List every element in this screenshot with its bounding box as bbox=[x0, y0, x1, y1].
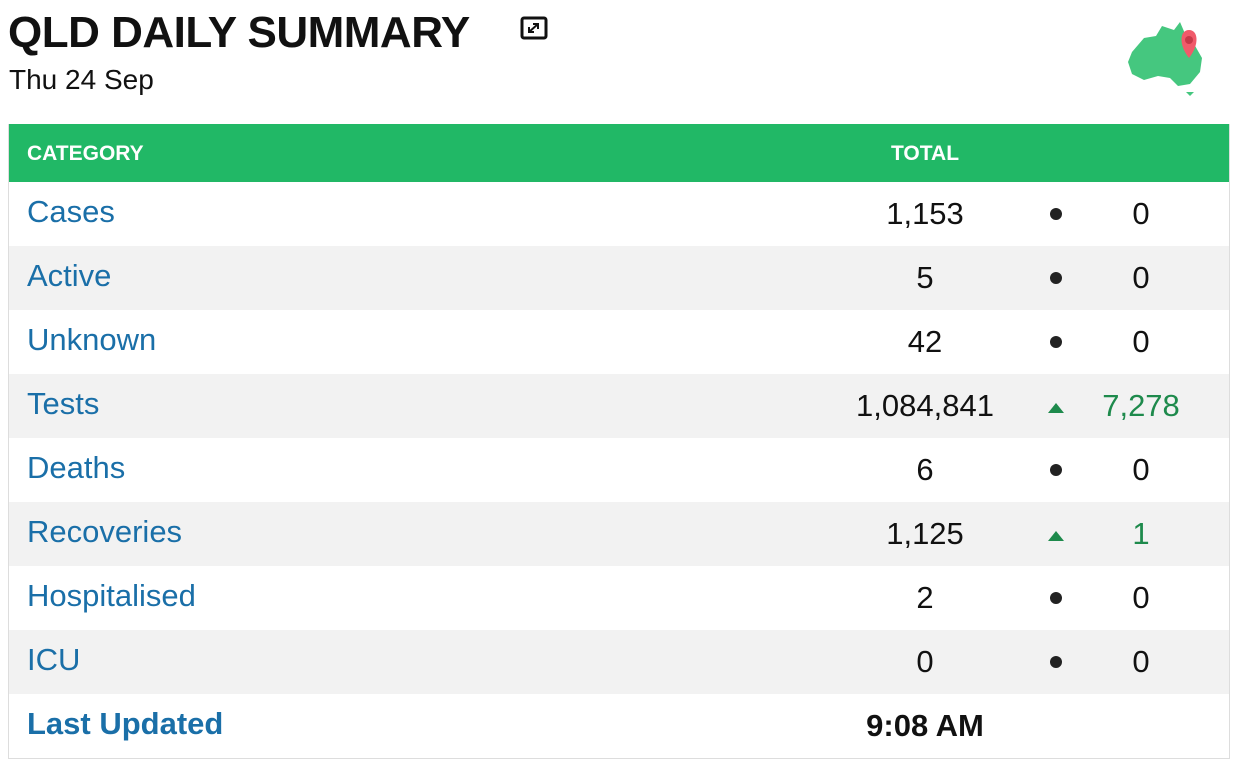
change: 0 bbox=[1132, 324, 1150, 359]
total: 5 bbox=[916, 260, 934, 295]
table-row: Unknown 42 0 bbox=[9, 310, 1229, 374]
category-link[interactable]: Recoveries bbox=[27, 514, 183, 549]
change: 0 bbox=[1132, 260, 1150, 295]
category-link[interactable]: ICU bbox=[27, 642, 81, 677]
trend-icon bbox=[1050, 208, 1062, 220]
table-body: Cases 1,153 0 Active 5 0 Unknown 42 0 Tests 1,084,… bbox=[9, 182, 1229, 758]
total: 6 bbox=[916, 452, 934, 487]
column-header: CATEGORY bbox=[27, 142, 144, 165]
trend-icon bbox=[1050, 656, 1062, 668]
date: Thu 24 Sep bbox=[9, 64, 154, 95]
trend-icon bbox=[1050, 592, 1062, 604]
column-header: TOTAL bbox=[890, 142, 960, 165]
footer-label[interactable]: Last Updated bbox=[27, 706, 224, 741]
total: 0 bbox=[916, 644, 934, 679]
summary-table: CATEGORY TOTAL Cases 1,153 0 Active 5 0 Unknow… bbox=[8, 124, 1230, 759]
footer-value: 9:08 AM bbox=[866, 708, 984, 743]
category-link[interactable]: Deaths bbox=[27, 450, 126, 485]
total: 42 bbox=[907, 324, 943, 359]
change: 0 bbox=[1132, 196, 1150, 231]
trend-icon bbox=[1050, 464, 1062, 476]
category-link[interactable]: Tests bbox=[27, 386, 100, 421]
table-row: Tests 1,084,841 7,278 bbox=[9, 374, 1229, 438]
table-row: Active 5 0 bbox=[9, 246, 1229, 310]
table-row: ICU 0 0 bbox=[9, 630, 1229, 694]
change: 1 bbox=[1132, 516, 1150, 551]
change: 0 bbox=[1132, 452, 1150, 487]
category-link[interactable]: Unknown bbox=[27, 322, 157, 357]
total: 2 bbox=[916, 580, 934, 615]
category-link[interactable]: Active bbox=[27, 258, 112, 293]
expand-icon[interactable] bbox=[520, 16, 548, 40]
trend-icon bbox=[1050, 272, 1062, 284]
title: QLD DAILY SUMMARY bbox=[8, 8, 470, 57]
trend-icon bbox=[1048, 403, 1064, 413]
change: 0 bbox=[1132, 580, 1150, 615]
trend-icon bbox=[1048, 531, 1064, 541]
australia-icon bbox=[1128, 22, 1202, 96]
category-link[interactable]: Cases bbox=[27, 194, 115, 229]
trend-icon bbox=[1050, 336, 1062, 348]
table-row: Cases 1,153 0 bbox=[9, 182, 1229, 246]
table-row: Deaths 6 0 bbox=[9, 438, 1229, 502]
total: 1,084,841 bbox=[856, 388, 994, 423]
category-link[interactable]: Hospitalised bbox=[27, 578, 196, 613]
total: 1,125 bbox=[886, 516, 964, 551]
total: 1,153 bbox=[886, 196, 964, 231]
footer-row: Last Updated 9:08 AM bbox=[9, 694, 1229, 758]
table-header: CATEGORY TOTAL bbox=[9, 124, 1229, 182]
table-row: Hospitalised 2 0 bbox=[9, 566, 1229, 630]
table-row: Recoveries 1,125 1 bbox=[9, 502, 1229, 566]
change: 7,278 bbox=[1102, 388, 1180, 423]
change: 0 bbox=[1132, 644, 1150, 679]
